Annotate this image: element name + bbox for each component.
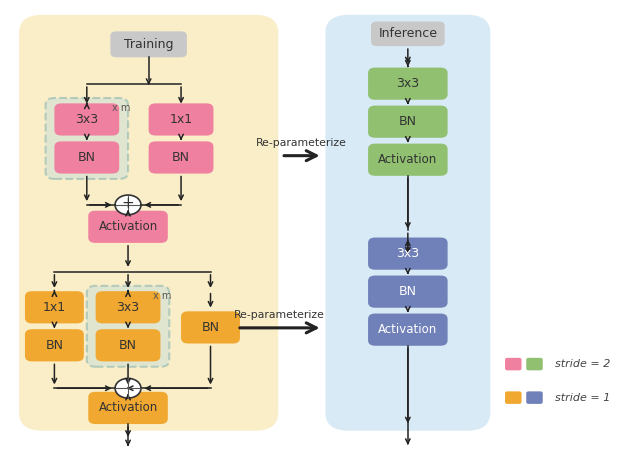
FancyBboxPatch shape xyxy=(46,98,128,179)
FancyBboxPatch shape xyxy=(368,314,447,346)
Text: BN: BN xyxy=(172,151,190,164)
Text: Activation: Activation xyxy=(378,323,438,336)
Text: 3x3: 3x3 xyxy=(116,301,140,314)
FancyBboxPatch shape xyxy=(54,141,119,174)
Text: BN: BN xyxy=(201,321,219,334)
FancyBboxPatch shape xyxy=(325,15,490,431)
Text: Re-parameterize: Re-parameterize xyxy=(256,138,347,148)
FancyBboxPatch shape xyxy=(19,15,278,431)
Text: 3x3: 3x3 xyxy=(396,77,420,90)
Text: 1x1: 1x1 xyxy=(169,113,193,126)
Text: stride = 2: stride = 2 xyxy=(554,359,610,369)
FancyBboxPatch shape xyxy=(149,104,213,135)
FancyBboxPatch shape xyxy=(149,141,213,174)
FancyBboxPatch shape xyxy=(54,104,119,135)
FancyBboxPatch shape xyxy=(96,291,161,324)
FancyBboxPatch shape xyxy=(96,329,161,361)
Text: BN: BN xyxy=(399,115,417,128)
Circle shape xyxy=(115,378,141,398)
FancyBboxPatch shape xyxy=(111,32,187,57)
FancyBboxPatch shape xyxy=(368,275,447,308)
Text: BN: BN xyxy=(119,339,137,352)
FancyBboxPatch shape xyxy=(368,144,447,176)
Text: Inference: Inference xyxy=(378,27,438,40)
FancyBboxPatch shape xyxy=(181,311,240,343)
Text: 3x3: 3x3 xyxy=(396,247,420,260)
FancyBboxPatch shape xyxy=(87,286,169,367)
Text: 1x1: 1x1 xyxy=(43,301,66,314)
Text: BN: BN xyxy=(45,339,64,352)
Text: Training: Training xyxy=(124,38,174,51)
FancyBboxPatch shape xyxy=(371,22,445,46)
Circle shape xyxy=(115,195,141,215)
FancyBboxPatch shape xyxy=(527,392,543,404)
Text: Re-parameterize: Re-parameterize xyxy=(234,310,325,320)
FancyBboxPatch shape xyxy=(88,392,168,424)
Text: Activation: Activation xyxy=(378,153,438,166)
FancyBboxPatch shape xyxy=(368,238,447,270)
FancyBboxPatch shape xyxy=(25,291,84,324)
FancyBboxPatch shape xyxy=(25,329,84,361)
FancyBboxPatch shape xyxy=(368,68,447,100)
Text: +: + xyxy=(122,197,134,212)
Text: BN: BN xyxy=(399,285,417,298)
Text: x m: x m xyxy=(153,291,171,301)
Text: x m: x m xyxy=(112,103,130,113)
FancyBboxPatch shape xyxy=(527,358,543,370)
FancyBboxPatch shape xyxy=(505,358,522,370)
Text: stride = 1: stride = 1 xyxy=(554,393,610,403)
Text: BN: BN xyxy=(78,151,96,164)
FancyBboxPatch shape xyxy=(368,106,447,138)
Text: Activation: Activation xyxy=(98,220,158,233)
Text: Activation: Activation xyxy=(98,401,158,414)
FancyBboxPatch shape xyxy=(505,392,522,404)
Text: 3x3: 3x3 xyxy=(75,113,98,126)
FancyBboxPatch shape xyxy=(88,211,168,243)
